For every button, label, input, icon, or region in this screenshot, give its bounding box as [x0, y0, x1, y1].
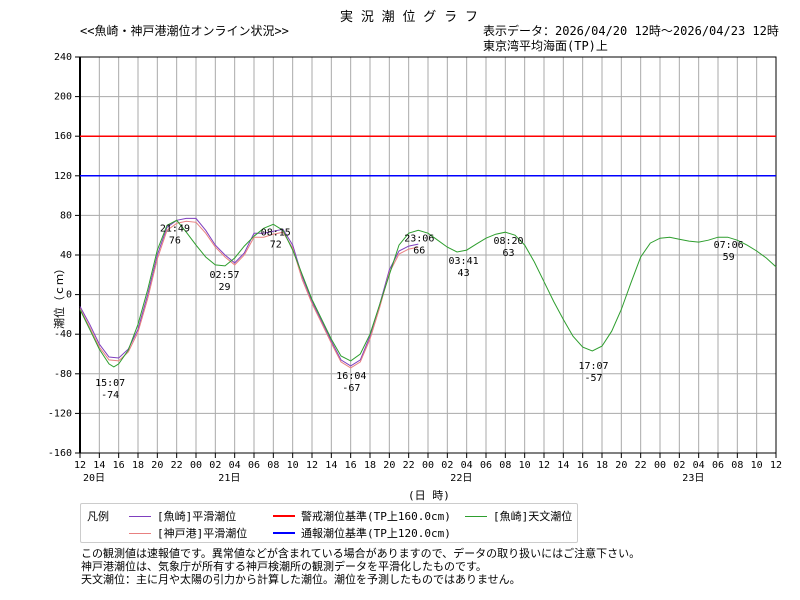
y-tick-label: 200 [54, 92, 72, 103]
x-tick-label: 20 [383, 460, 395, 471]
note-kobe: 神戸港潮位は、気象庁が所有する神戸検潮所の観測データを平滑化したものです。 [81, 560, 487, 573]
x-tick-label: 02 [441, 460, 453, 471]
x-tick-label: 02 [673, 460, 685, 471]
series-line [79, 219, 777, 368]
x-tick-label: 00 [422, 460, 434, 471]
series-line [79, 217, 419, 367]
x-tick-label: 10 [751, 460, 763, 471]
annotation-value: -67 [342, 383, 360, 394]
annotation-value: 59 [723, 252, 735, 263]
x-tick-label: 08 [731, 460, 743, 471]
x-tick-label: 10 [519, 460, 531, 471]
x-tick-label: 02 [209, 460, 221, 471]
annotation-value: 76 [169, 235, 181, 246]
x-tick-label: 16 [113, 460, 125, 471]
y-tick-label: 120 [54, 171, 72, 182]
x-tick-label: 20 [151, 460, 163, 471]
x-tick-label: 04 [461, 460, 473, 471]
legend-item-uozaki-smoothed: [魚崎]平滑潮位 [129, 508, 236, 524]
legend-item-kobe-smoothed: [神戸港]平滑潮位 [129, 525, 247, 541]
x-tick-label: 14 [325, 460, 337, 471]
x-tick-label: 14 [557, 460, 569, 471]
y-tick-label: -120 [48, 408, 72, 419]
annotation-time: 15:07 [95, 378, 125, 389]
x-tick-label: 18 [596, 460, 608, 471]
legend-swatch [273, 515, 295, 517]
x-tick-label: 16 [577, 460, 589, 471]
x-tick-label: 12 [538, 460, 550, 471]
station-subtitle: <<魚崎・神戸港潮位オンライン状況>> [80, 24, 289, 38]
annotation-value: -57 [584, 373, 602, 384]
x-tick-label: 18 [364, 460, 376, 471]
x-day-label: 21日 [218, 473, 240, 484]
y-tick-label: 0 [66, 290, 72, 301]
x-tick-label: 16 [345, 460, 357, 471]
note-preliminary: この観測値は速報値です。異常値などが含まれている場合がありますので、データの取り… [81, 547, 641, 560]
x-tick-label: 06 [712, 460, 724, 471]
x-tick-label: 14 [93, 460, 105, 471]
x-tick-label: 20 [615, 460, 627, 471]
x-tick-label: 00 [654, 460, 666, 471]
annotation-value: 29 [218, 282, 230, 293]
x-tick-label: 12 [74, 460, 86, 471]
y-axis-label: 潮位（ｃｍ） [53, 263, 66, 329]
legend-swatch [273, 532, 295, 534]
annotation-time: 07:06 [714, 240, 744, 251]
legend-swatch [129, 515, 151, 517]
annotation-time: 23:06 [404, 233, 434, 244]
x-tick-label: 08 [499, 460, 511, 471]
x-tick-label: 08 [267, 460, 279, 471]
x-tick-label: 00 [190, 460, 202, 471]
y-tick-label: 80 [60, 210, 72, 221]
annotation-value: -74 [101, 390, 119, 401]
legend: 凡例 [魚崎]平滑潮位 [神戸港]平滑潮位 警戒潮位基準(TP上160.0cm)… [80, 503, 578, 543]
page-title: 実 況 潮 位 グ ラ フ [340, 10, 478, 25]
x-tick-label: 12 [770, 460, 782, 471]
series-line [79, 220, 419, 369]
annotation-time: 03:41 [449, 256, 479, 267]
y-tick-label: 40 [60, 250, 72, 261]
annotation-time: 02:57 [209, 270, 239, 281]
y-tick-label: -40 [54, 329, 72, 340]
y-tick-label: -160 [48, 448, 72, 459]
x-axis-label: (日 時) [408, 489, 450, 502]
note-astronomical: 天文潮位：主に月や太陽の引力から計算した潮位。潮位を予測したものではありません。 [81, 573, 521, 586]
x-day-label: 20日 [83, 473, 105, 484]
annotation-time: 17:07 [578, 361, 608, 372]
x-tick-label: 22 [635, 460, 647, 471]
datum-label: 東京湾平均海面(TP)上 [483, 39, 608, 53]
y-tick-label: 240 [54, 52, 72, 63]
legend-item-astronomical: [魚崎]天文潮位 [465, 508, 572, 524]
annotation-time: 08:20 [493, 236, 523, 247]
legend-title: 凡例 [87, 510, 109, 523]
x-tick-label: 04 [693, 460, 705, 471]
y-tick-label: -80 [54, 369, 72, 380]
x-tick-label: 12 [306, 460, 318, 471]
legend-item-warning-level: 警戒潮位基準(TP上160.0cm) [273, 508, 451, 524]
x-tick-label: 10 [287, 460, 299, 471]
annotation-time: 21:49 [160, 223, 190, 234]
annotation-value: 43 [458, 268, 470, 279]
annotation-value: 66 [413, 245, 425, 256]
legend-item-report-level: 通報潮位基準(TP上120.0cm) [273, 525, 451, 541]
legend-swatch [465, 515, 487, 517]
y-tick-label: 160 [54, 131, 72, 142]
annotation-time: 16:04 [336, 371, 366, 382]
x-tick-label: 22 [403, 460, 415, 471]
legend-swatch [129, 532, 151, 534]
display-range: 表示データ：2026/04/20 12時～2026/04/23 12時 [483, 24, 779, 38]
annotation-time: 08:15 [261, 227, 291, 238]
x-tick-label: 06 [480, 460, 492, 471]
x-tick-label: 18 [132, 460, 144, 471]
x-tick-label: 04 [229, 460, 241, 471]
x-tick-label: 22 [171, 460, 183, 471]
x-day-label: 22日 [450, 473, 472, 484]
x-day-label: 23日 [682, 473, 704, 484]
x-tick-label: 06 [248, 460, 260, 471]
annotation-value: 63 [502, 248, 514, 259]
annotation-value: 72 [270, 239, 282, 250]
